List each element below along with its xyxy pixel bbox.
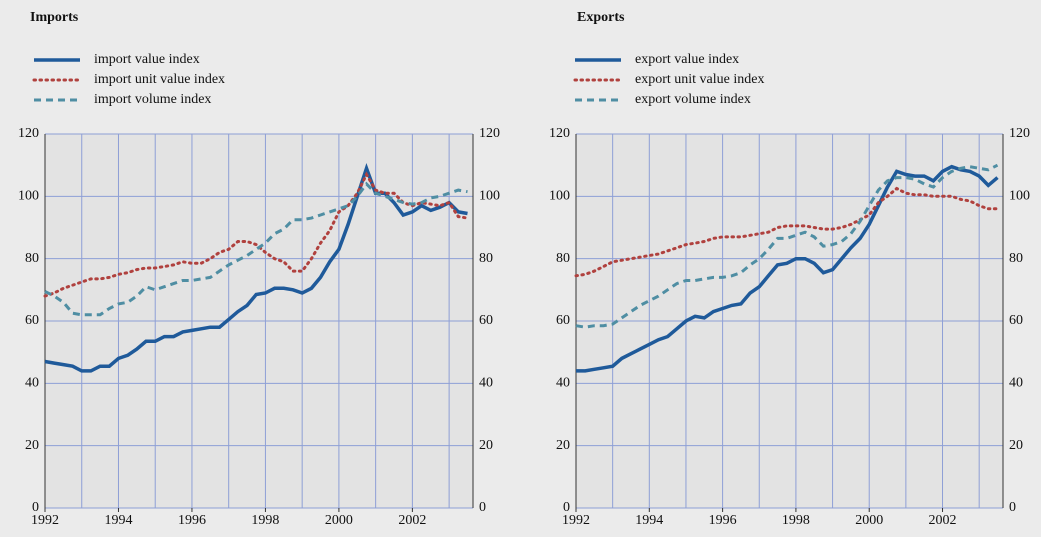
chart-title: Imports xyxy=(30,10,79,25)
y-tick-label: 20 xyxy=(556,438,570,453)
series-line xyxy=(576,164,999,373)
y2-tick-label: 60 xyxy=(1009,313,1023,328)
y2-tick-label: 0 xyxy=(1009,500,1016,515)
legend-label: import value index xyxy=(94,52,200,67)
x-tick-label: 1996 xyxy=(178,513,206,528)
y2-tick-label: 100 xyxy=(479,189,500,204)
x-tick-label: 2000 xyxy=(855,513,883,528)
y2-tick-label: 80 xyxy=(1009,251,1023,266)
series-line xyxy=(575,163,999,329)
legend-label: export volume index xyxy=(635,92,751,107)
series-line xyxy=(44,162,468,373)
x-tick-label: 1998 xyxy=(251,513,279,528)
y2-tick-label: 80 xyxy=(479,251,493,266)
y-tick-label: 0 xyxy=(563,500,570,515)
series-line xyxy=(44,181,468,317)
y2-tick-label: 40 xyxy=(1009,376,1023,391)
y2-tick-label: 100 xyxy=(1009,189,1030,204)
x-tick-label: 2002 xyxy=(929,513,957,528)
y2-tick-label: 120 xyxy=(479,126,500,141)
y2-tick-label: 0 xyxy=(479,500,486,515)
y-tick-label: 0 xyxy=(32,500,39,515)
legend-label: export unit value index xyxy=(635,72,764,87)
y-tick-label: 40 xyxy=(556,376,570,391)
y-tick-label: 100 xyxy=(18,189,39,204)
y2-tick-label: 60 xyxy=(479,313,493,328)
legend-label: import volume index xyxy=(94,92,211,107)
y-tick-label: 100 xyxy=(549,189,570,204)
x-tick-label: 2000 xyxy=(325,513,353,528)
y2-tick-label: 120 xyxy=(1009,126,1030,141)
legend-label: export value index xyxy=(635,52,739,67)
x-tick-label: 1998 xyxy=(782,513,810,528)
y-tick-label: 120 xyxy=(549,126,570,141)
y2-tick-label: 40 xyxy=(479,376,493,391)
x-tick-label: 1992 xyxy=(562,513,590,528)
y-tick-label: 80 xyxy=(25,251,39,266)
series-line xyxy=(574,186,999,278)
y2-tick-label: 20 xyxy=(1009,438,1023,453)
series-line xyxy=(43,171,469,298)
y-tick-label: 120 xyxy=(18,126,39,141)
x-tick-label: 1994 xyxy=(104,513,132,528)
y-tick-label: 60 xyxy=(25,313,39,328)
x-tick-label: 2002 xyxy=(398,513,426,528)
x-tick-label: 1996 xyxy=(709,513,737,528)
x-tick-label: 1994 xyxy=(635,513,663,528)
x-tick-label: 1992 xyxy=(31,513,59,528)
y-tick-label: 20 xyxy=(25,438,39,453)
y-tick-label: 60 xyxy=(556,313,570,328)
y2-tick-label: 20 xyxy=(479,438,493,453)
y-tick-label: 80 xyxy=(556,251,570,266)
legend-label: import unit value index xyxy=(94,72,225,87)
y-tick-label: 40 xyxy=(25,376,39,391)
chart-title: Exports xyxy=(577,10,625,25)
